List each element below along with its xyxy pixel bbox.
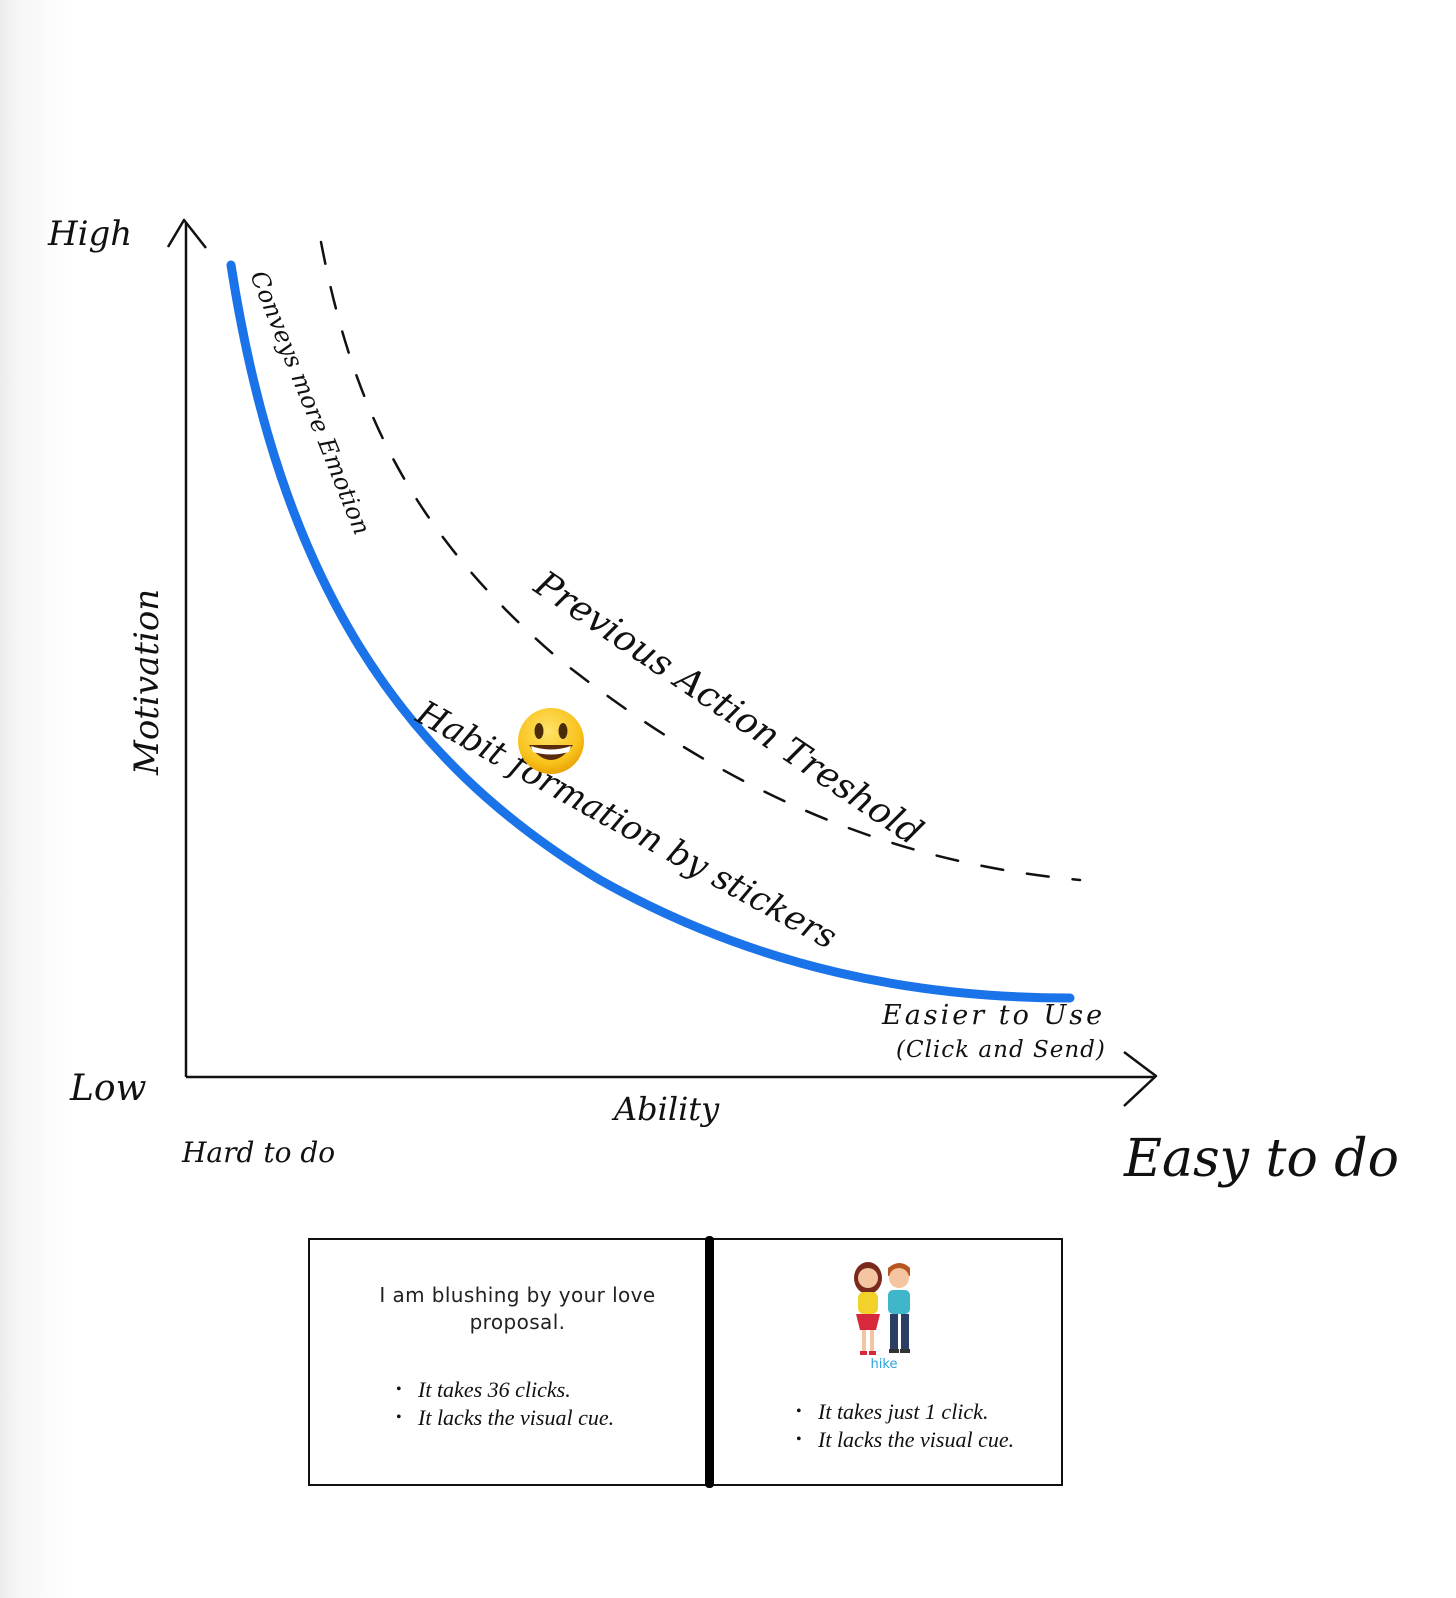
list-item: It lacks the visual cue. <box>796 1426 1014 1454</box>
hike-logo: hike <box>871 1357 898 1372</box>
list-item: It takes 36 clicks. <box>396 1376 614 1404</box>
y-axis-title: Motivation <box>127 589 167 776</box>
easier-to-use-label: Easier to Use <box>881 1000 1105 1031</box>
list-item: It lacks the visual cue. <box>396 1404 614 1432</box>
y-axis-high-label: High <box>47 214 132 254</box>
x-axis-title: Ability <box>611 1090 720 1128</box>
conveys-emotion-label: Conveys more Emotion <box>244 267 376 539</box>
list-item: It takes just 1 click. <box>796 1398 1014 1426</box>
sticker-bullets: It takes just 1 click. It lacks the visu… <box>796 1398 1014 1454</box>
habit-formation-curve <box>226 260 1075 1003</box>
click-and-send-label: (Click and Send) <box>896 1037 1106 1063</box>
text-message-card: I am blushing by your love proposal. It … <box>310 1240 707 1484</box>
text-message: I am blushing by your love proposal. <box>379 1283 656 1334</box>
x-axis-start-label: Hard to do <box>181 1136 335 1169</box>
x-axis-end-label: Easy to do <box>1123 1129 1399 1189</box>
x-axis-arrowhead <box>1123 1051 1158 1107</box>
text-message-bullets: It takes 36 clicks. It lacks the visual … <box>396 1376 614 1432</box>
y-axis-arrowhead <box>166 218 207 249</box>
y-axis-low-label: Low <box>69 1068 147 1109</box>
smiley-emoji-icon <box>518 708 584 774</box>
sticker-card: hike It takes just 1 click. It lacks the… <box>716 1240 1061 1484</box>
couple-sticker-icon: hike <box>844 1256 924 1374</box>
panel-divider <box>705 1236 714 1488</box>
comparison-panel: I am blushing by your love proposal. It … <box>308 1236 1063 1488</box>
action-threshold-curve <box>319 240 1082 882</box>
